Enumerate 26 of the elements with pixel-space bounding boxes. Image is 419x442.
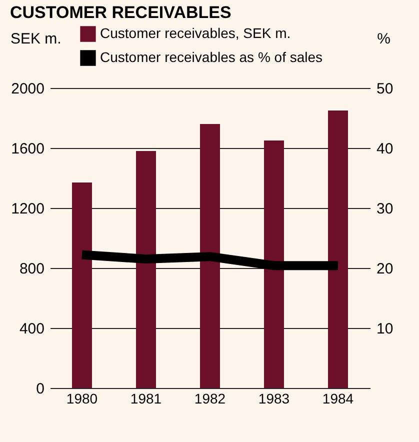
- x-tick-label: 1980: [66, 390, 98, 406]
- bar: [264, 140, 284, 388]
- x-tick-label: 1982: [194, 390, 226, 406]
- legend-label: Customer receivables as % of sales: [100, 49, 323, 65]
- y2-tick-label: 50: [376, 80, 394, 98]
- y-axis-title: SEK m.: [10, 30, 62, 48]
- y2-tick-label: 40: [376, 140, 394, 158]
- y2-tick-label: 30: [376, 200, 394, 218]
- y2-tick-label: 20: [376, 260, 394, 278]
- x-tick-label: 1981: [130, 390, 162, 406]
- x-tick-label: 1983: [258, 390, 290, 406]
- y-tick-label: 400: [19, 320, 44, 338]
- chart-title: CUSTOMER RECEIVABLES: [10, 3, 232, 22]
- y-tick-label: 0: [36, 380, 44, 398]
- y-tick-label: 1200: [11, 200, 44, 218]
- x-tick-label: 1984: [322, 390, 354, 406]
- bar: [72, 182, 92, 388]
- legend-label: Customer receivables, SEK m.: [100, 25, 291, 41]
- y-tick-label: 800: [19, 260, 44, 278]
- y-tick-label: 1600: [11, 140, 44, 158]
- y-tick-label: 2000: [11, 80, 44, 98]
- y2-tick-label: 10: [376, 320, 394, 338]
- y2-axis-title: %: [377, 30, 390, 48]
- bar: [136, 151, 156, 388]
- bar: [328, 110, 348, 388]
- bar: [200, 124, 220, 388]
